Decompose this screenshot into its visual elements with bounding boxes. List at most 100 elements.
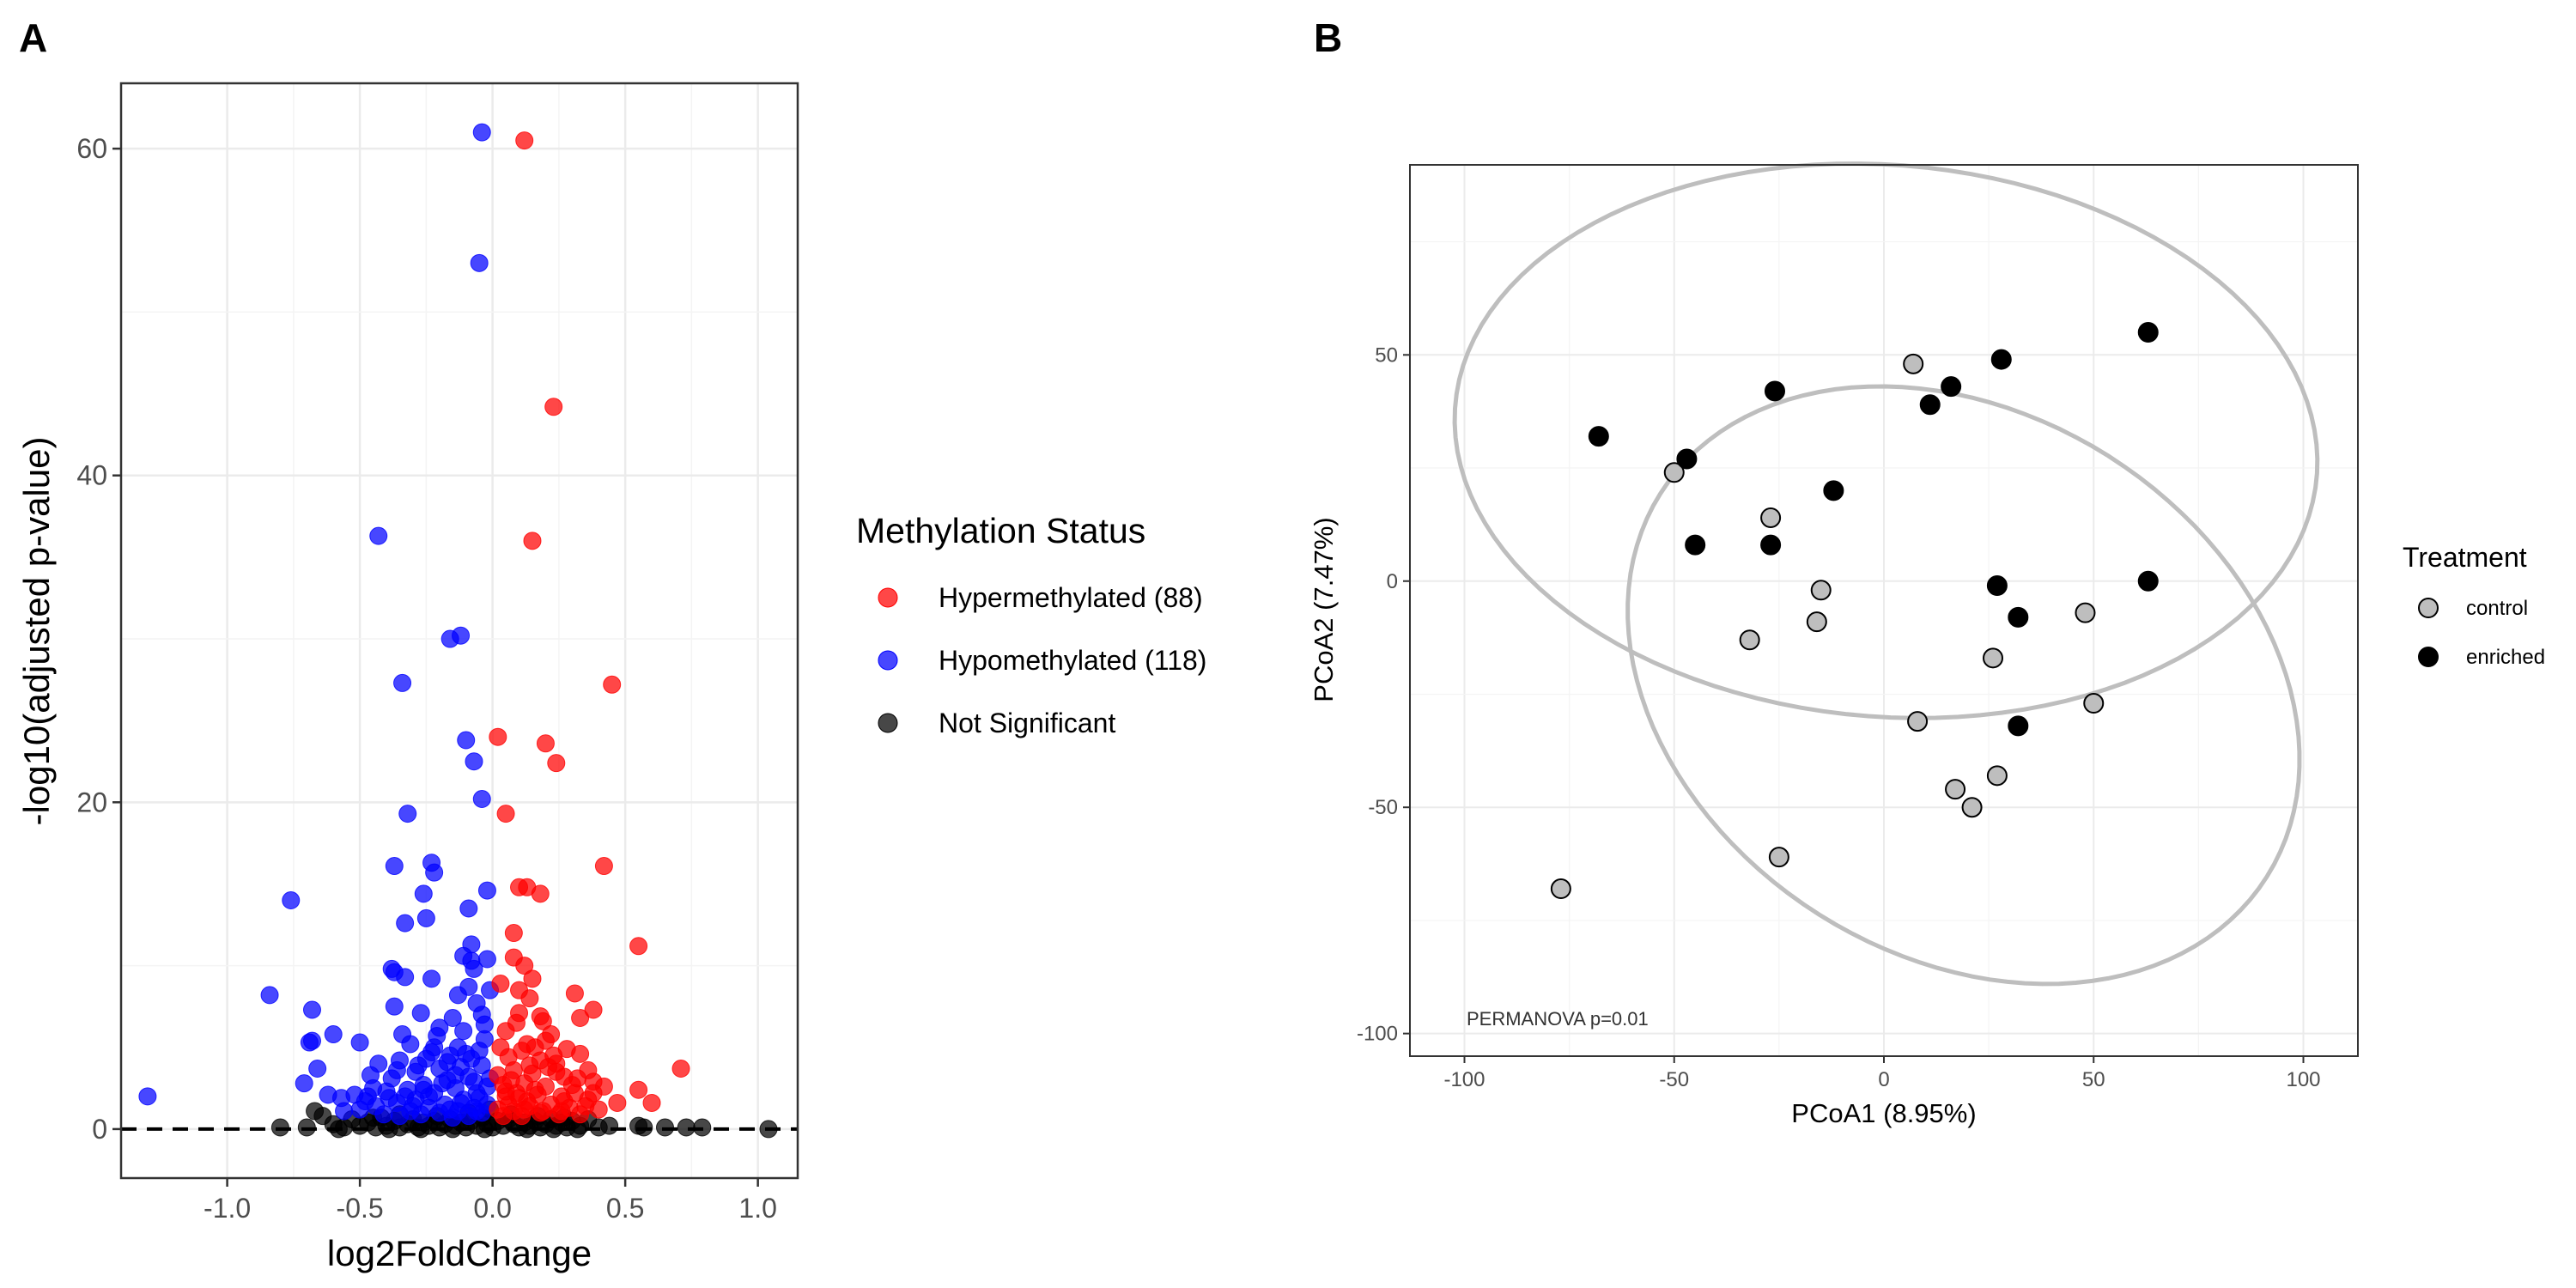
volcano-y-axis-title: -log10(adjusted p-value) <box>16 437 57 826</box>
data-point-control <box>1986 765 2008 787</box>
data-point <box>404 1097 422 1115</box>
data-point-control <box>1961 797 1983 818</box>
data-point-control <box>1903 353 1924 374</box>
data-point <box>523 969 542 988</box>
x-tick-label: 0.0 <box>473 1193 511 1224</box>
data-point <box>547 1062 566 1081</box>
data-point <box>515 957 534 975</box>
data-point <box>396 914 415 933</box>
data-point <box>496 1087 515 1106</box>
data-point <box>526 1038 544 1057</box>
data-point <box>414 884 433 903</box>
data-point-control <box>1945 779 1966 800</box>
data-point <box>446 1066 465 1084</box>
data-point <box>565 984 584 1003</box>
data-point <box>454 946 473 965</box>
volcano-plot: -1.0 -0.5 0.0 0.5 1.0 0 20 40 60 log2FoldChange… <box>16 82 1206 1273</box>
data-point <box>504 924 523 943</box>
data-point <box>477 950 496 969</box>
data-point <box>369 526 388 545</box>
pcoa-y-axis-title: PCoA2 (7.47%) <box>1309 517 1339 702</box>
data-point-enriched <box>1764 380 1785 402</box>
data-point-control <box>1760 507 1782 528</box>
data-point <box>552 1102 571 1121</box>
data-point-control <box>2075 602 2096 623</box>
data-point <box>462 1049 481 1068</box>
y-tick-label: 40 <box>76 460 107 491</box>
confidence-ellipse-enriched <box>1452 161 2320 720</box>
data-point-enriched <box>1919 394 1941 416</box>
data-point <box>533 1102 552 1121</box>
data-point <box>308 1060 327 1078</box>
data-point <box>465 1072 483 1091</box>
data-point <box>472 123 491 142</box>
data-point <box>319 1085 337 1104</box>
data-point <box>693 1118 712 1137</box>
legend-marker <box>878 650 898 671</box>
data-point <box>428 1026 447 1045</box>
data-point <box>440 629 459 648</box>
x-tick-label: -100 <box>1443 1068 1485 1091</box>
data-point-control <box>1983 647 2004 669</box>
data-point <box>536 734 555 753</box>
data-point <box>282 890 301 909</box>
confidence-ellipse-control <box>1625 384 2302 987</box>
data-point <box>411 1004 430 1023</box>
data-point <box>603 675 622 694</box>
data-point <box>568 1120 587 1139</box>
y-tick-label: 50 <box>1375 343 1398 367</box>
pcoa-plot: -100 -50 0 50 100 -100 -50 0 50 PERMANOVA p=0.0… <box>1309 161 2545 1128</box>
data-point <box>302 1000 321 1019</box>
data-point <box>364 1078 383 1097</box>
data-point-enriched <box>1941 376 1962 398</box>
legend-label: control <box>2466 597 2528 620</box>
legend-label: Not Significant <box>939 708 1115 738</box>
data-point <box>477 881 496 900</box>
data-point <box>489 1066 507 1084</box>
data-point <box>475 1030 494 1048</box>
data-point <box>443 1009 462 1028</box>
data-point <box>515 131 534 150</box>
data-point <box>544 398 563 416</box>
pcoa-x-ticks: -100 -50 0 50 100 <box>1443 1056 2321 1091</box>
data-point-enriched <box>2008 715 2029 737</box>
pcoa-points <box>1550 321 2159 900</box>
x-tick-label: 0.5 <box>606 1193 644 1224</box>
data-point <box>547 754 566 773</box>
data-point <box>350 1033 369 1052</box>
data-point <box>472 790 491 809</box>
data-point <box>523 532 542 550</box>
legend-marker <box>878 587 898 608</box>
legend-label: Hypomethylated (118) <box>939 645 1206 676</box>
data-point <box>562 1076 581 1095</box>
pcoa-y-ticks: -100 -50 0 50 <box>1357 343 1410 1046</box>
legend-marker <box>878 713 898 733</box>
data-point <box>387 1060 406 1079</box>
data-point <box>457 731 476 750</box>
y-tick-label: 60 <box>76 133 107 164</box>
volcano-x-axis-title: log2FoldChange <box>327 1233 592 1273</box>
data-point <box>138 1087 157 1106</box>
data-point <box>324 1025 343 1044</box>
pcoa-legend: Treatment control enriched <box>2403 542 2545 669</box>
data-point <box>448 986 467 1005</box>
volcano-legend-title: Methylation Status <box>856 511 1145 550</box>
y-tick-label: 0 <box>92 1114 107 1145</box>
data-point <box>533 1012 552 1030</box>
data-point-control <box>1806 611 1827 633</box>
volcano-plot-border <box>119 82 799 1180</box>
data-point <box>270 1118 289 1137</box>
pcoa-legend-title: Treatment <box>2403 542 2527 573</box>
data-point <box>355 1092 374 1111</box>
legend-marker <box>2418 598 2439 618</box>
panel-b-label: B <box>1314 15 1342 60</box>
data-point <box>608 1093 627 1112</box>
data-point <box>629 937 648 956</box>
data-point <box>425 863 444 882</box>
data-point <box>459 899 478 918</box>
legend-label: Hypermethylated (88) <box>939 582 1203 613</box>
data-point <box>584 1084 603 1103</box>
data-point <box>491 975 510 993</box>
data-point <box>440 1100 459 1119</box>
x-tick-label: 1.0 <box>738 1193 776 1224</box>
